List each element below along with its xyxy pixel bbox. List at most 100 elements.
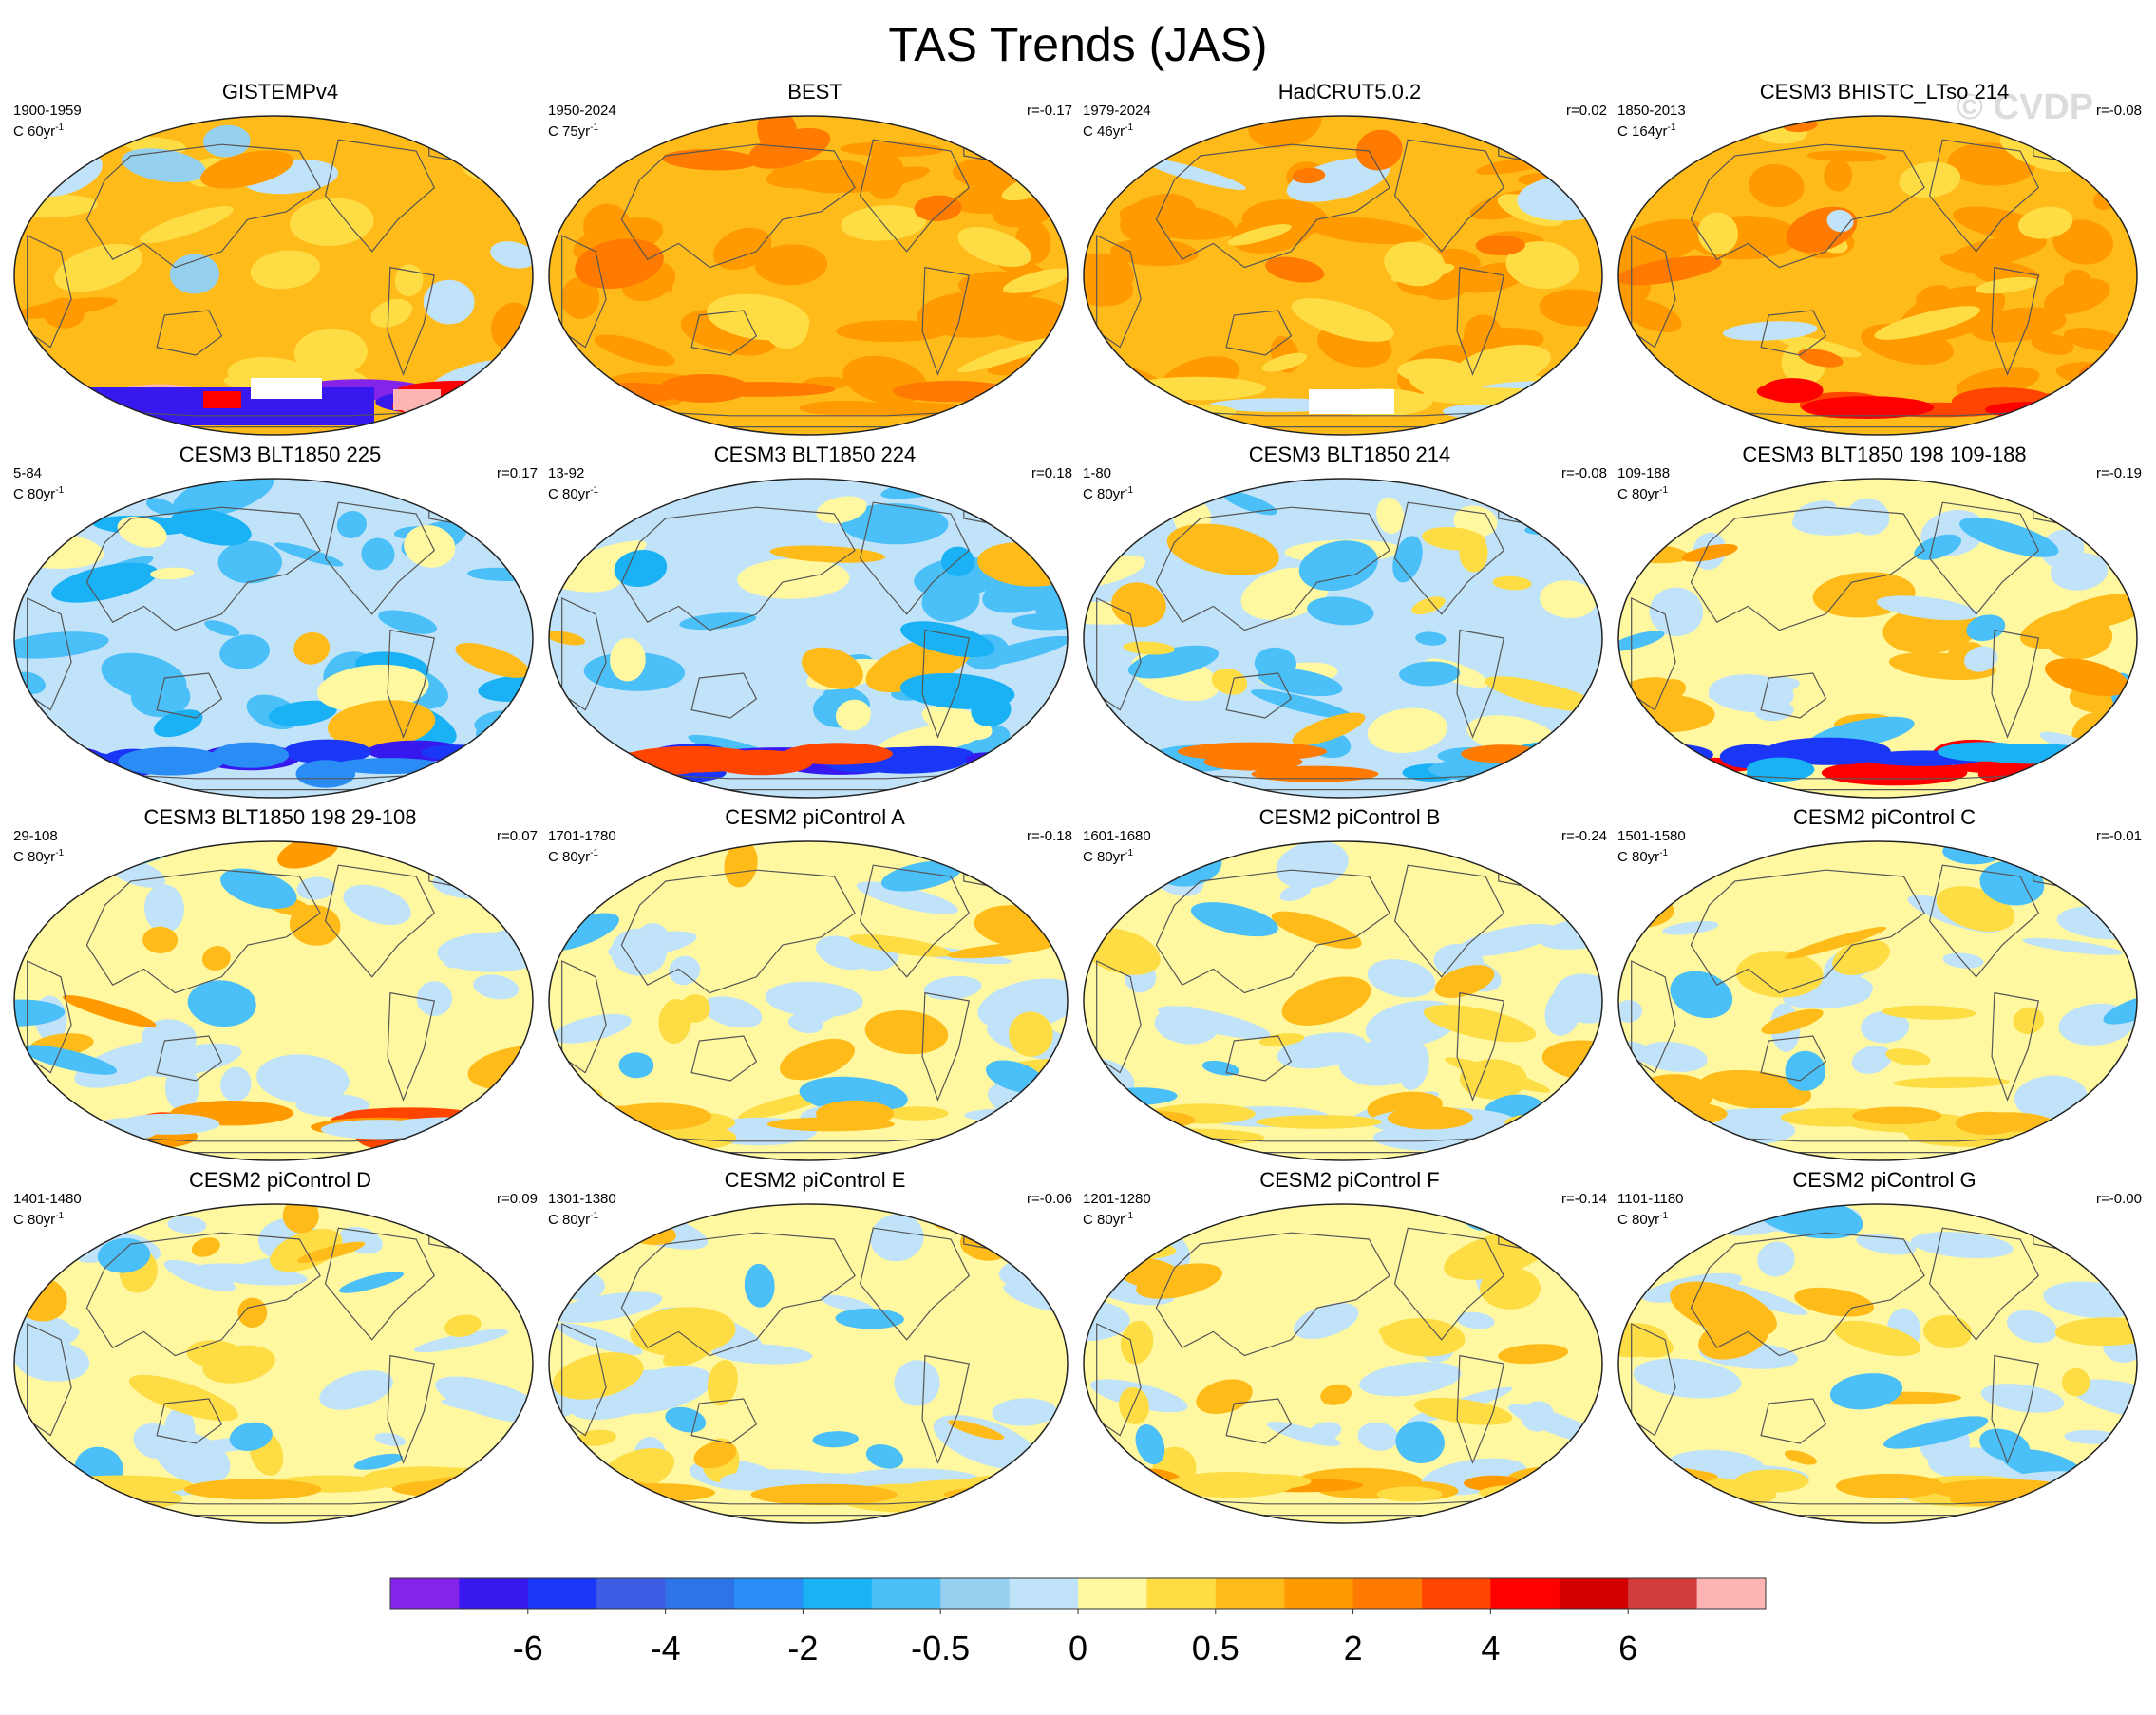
trend-anomaly: [840, 141, 944, 157]
continent-outline: [156, 672, 223, 719]
southern-trend-anomaly: [1949, 1492, 2023, 1507]
trend-anomaly: [1480, 1267, 1541, 1310]
trend-anomaly: [413, 1329, 509, 1353]
antarctic-trend-block: [203, 391, 241, 408]
southern-trend-anomaly: [1836, 1473, 1944, 1499]
robinson-map: [13, 1203, 534, 1524]
southern-trend-anomaly: [561, 1479, 653, 1498]
colorbar-swatch: [940, 1578, 1011, 1609]
trend-anomaly: [835, 1308, 904, 1329]
continent-outline: [1096, 597, 1142, 711]
continent-outline: [620, 1232, 856, 1357]
figure-title: TAS Trends (JAS): [888, 18, 1268, 71]
southern-trend-anomaly: [1177, 742, 1328, 762]
trend-anomaly: [1357, 1422, 1399, 1451]
southern-trend-anomaly: [212, 742, 289, 768]
colorbar-swatch: [1422, 1578, 1491, 1609]
panel-correlation: r=0.17: [497, 465, 538, 481]
robinson-map: [1083, 1203, 1603, 1524]
map-panel: CESM3 BLT1850 224 13-92 C 80yr-1 r=0.18: [548, 443, 1082, 799]
trend-anomaly: [1794, 1287, 1875, 1317]
trend-anomaly: [327, 700, 436, 748]
trend-anomaly: [1423, 1005, 1537, 1043]
colorbar-tick-label: 4: [1481, 1629, 1500, 1668]
trend-anomaly: [217, 540, 282, 584]
continent-outline: [85, 506, 321, 631]
trend-anomaly: [1485, 676, 1599, 712]
trend-anomaly: [1618, 1000, 1643, 1023]
map-panel: CESM3 BLT1850 198 109-188 109-188 C 80yr-1…: [1617, 443, 2151, 799]
trend-anomaly: [1851, 1045, 1892, 1074]
southern-trend-anomaly: [816, 1100, 894, 1127]
map-panel: CESM2 piControl G 1101-1180 C 80yr-1 r=-0.0…: [1617, 1168, 2151, 1524]
southern-trend-anomaly: [29, 1488, 122, 1502]
panel-period-years: 1301-1380: [548, 1191, 616, 1207]
antarctic-trend-block: [393, 389, 441, 410]
southern-trend-anomaly: [690, 382, 836, 397]
trend-anomaly: [1459, 534, 1488, 573]
robinson-map: [548, 478, 1069, 799]
trend-anomaly: [1415, 631, 1447, 646]
trend-anomaly: [97, 1237, 151, 1273]
panel-correlation: r=0.18: [1031, 465, 1072, 481]
panel-trend-unit: C 80yr: [548, 849, 591, 865]
trend-anomaly: [142, 926, 179, 954]
continent-outline: [1155, 143, 1390, 269]
trend-anomaly: [143, 884, 185, 933]
colorbar-swatch: [803, 1578, 873, 1609]
continent-outline: [1991, 991, 2040, 1102]
continent-outline: [921, 991, 971, 1102]
trend-anomaly: [2053, 593, 2137, 631]
trend-anomaly: [295, 1093, 370, 1118]
trend-anomaly: [378, 610, 437, 634]
panel-period-years: 1201-1280: [1083, 1191, 1151, 1207]
trend-anomaly: [1910, 1232, 2014, 1259]
continent-outline: [1631, 960, 1676, 1074]
southern-trend-anomaly: [549, 1121, 605, 1141]
trend-anomaly: [1883, 1416, 1989, 1449]
trend-anomaly: [1111, 582, 1166, 628]
panel-trend-exponent: -1: [1659, 485, 1669, 496]
southern-trend-anomaly: [1802, 396, 1934, 419]
trend-anomaly: [1136, 1263, 1222, 1299]
southern-trend-anomaly: [421, 744, 492, 761]
trend-anomaly: [1271, 911, 1362, 949]
map-panel: CESM2 piControl A 1701-1780 C 80yr-1 r=-0.1…: [548, 805, 1082, 1161]
southern-trend-anomaly: [1391, 1129, 1466, 1145]
panel-trend-unit: C 80yr: [548, 1212, 591, 1228]
trend-anomaly: [1390, 263, 1455, 283]
trend-anomaly: [1876, 595, 1978, 621]
continent-outline: [387, 266, 436, 376]
robinson-map: [548, 115, 1069, 436]
trend-anomaly: [1649, 587, 1704, 637]
continent-outline: [1456, 991, 1505, 1102]
trend-anomaly: [1248, 116, 1322, 148]
southern-trend-anomaly: [1084, 1463, 1145, 1491]
trend-anomaly: [815, 935, 871, 971]
continent-outline: [324, 864, 436, 978]
panel-trend-exponent: -1: [1125, 485, 1134, 496]
trend-anomaly: [737, 558, 850, 599]
trend-anomaly: [1135, 1424, 1165, 1465]
trend-anomaly: [293, 328, 368, 377]
trend-anomaly: [1457, 1311, 1495, 1329]
southern-trend-anomaly: [1376, 1486, 1443, 1502]
southern-trend-anomaly: [441, 399, 533, 420]
trend-anomaly: [1915, 285, 1952, 311]
trend-anomaly: [549, 1224, 635, 1252]
southern-trend-anomaly: [605, 1102, 712, 1131]
southern-trend-anomaly: [118, 746, 225, 776]
southern-trend-anomaly: [1541, 1107, 1602, 1133]
trend-anomaly: [2013, 1007, 2045, 1034]
southern-trend-anomaly: [461, 1472, 521, 1490]
trend-anomaly: [1308, 217, 1425, 245]
trend-anomaly: [490, 241, 533, 269]
southern-trend-anomaly: [1084, 746, 1129, 768]
trend-anomaly: [202, 1345, 275, 1384]
trend-anomaly: [1662, 920, 1719, 935]
trend-anomaly: [1084, 272, 1134, 307]
southern-trend-anomaly: [1522, 1485, 1602, 1506]
trend-anomaly: [665, 1406, 707, 1433]
continent-outline: [1690, 506, 1925, 631]
trend-anomaly: [455, 642, 530, 678]
